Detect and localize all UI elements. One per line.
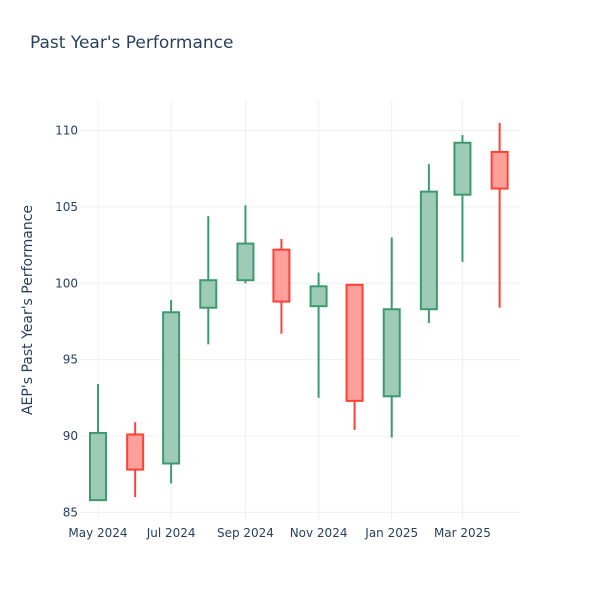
candle-body [199,279,218,309]
y-tick-label: 95 [63,353,78,367]
candle-body [236,242,255,282]
candle-increasing [309,272,328,398]
candle-body [126,433,145,471]
y-tick-label: 105 [55,200,78,214]
candle-decreasing [126,422,145,498]
y-tick-label: 85 [63,505,78,519]
candle-body [419,190,438,311]
candle-increasing [382,237,401,438]
candle-increasing [453,135,472,262]
y-tick-label: 110 [55,124,78,138]
candle-increasing [162,300,181,484]
x-tick-label: Sep 2024 [217,526,274,540]
candle-body [490,150,509,190]
candle-increasing [419,164,438,323]
x-tick-label: Mar 2025 [434,526,491,540]
y-tick-labels: 85 90 95 100 105 110 [55,124,78,520]
candle-decreasing [272,238,291,334]
candle-increasing [199,216,218,345]
candle-body [309,285,328,308]
candle-body [272,248,291,303]
candle-increasing [88,384,107,502]
y-tick-label: 100 [55,276,78,290]
y-axis-label: AEP's Past Year's Performance [20,205,36,415]
x-tick-label: Jul 2024 [146,526,196,540]
x-tick-label: Nov 2024 [290,526,348,540]
chart-title: Past Year's Performance [30,33,234,53]
candle-decreasing [345,283,364,430]
candle-body [453,141,472,196]
candle-layer [88,122,509,502]
x-tick-labels: May 2024 Jul 2024 Sep 2024 Nov 2024 Jan 2025… [68,526,491,540]
candle-body [88,431,107,502]
candle-increasing [236,205,255,284]
y-tick-label: 90 [63,429,78,443]
candle-body [345,283,364,402]
candle-body [382,308,401,398]
candle-body [162,311,181,465]
x-tick-label: May 2024 [68,526,127,540]
x-tick-label: Jan 2025 [364,526,418,540]
candle-decreasing [490,122,509,308]
